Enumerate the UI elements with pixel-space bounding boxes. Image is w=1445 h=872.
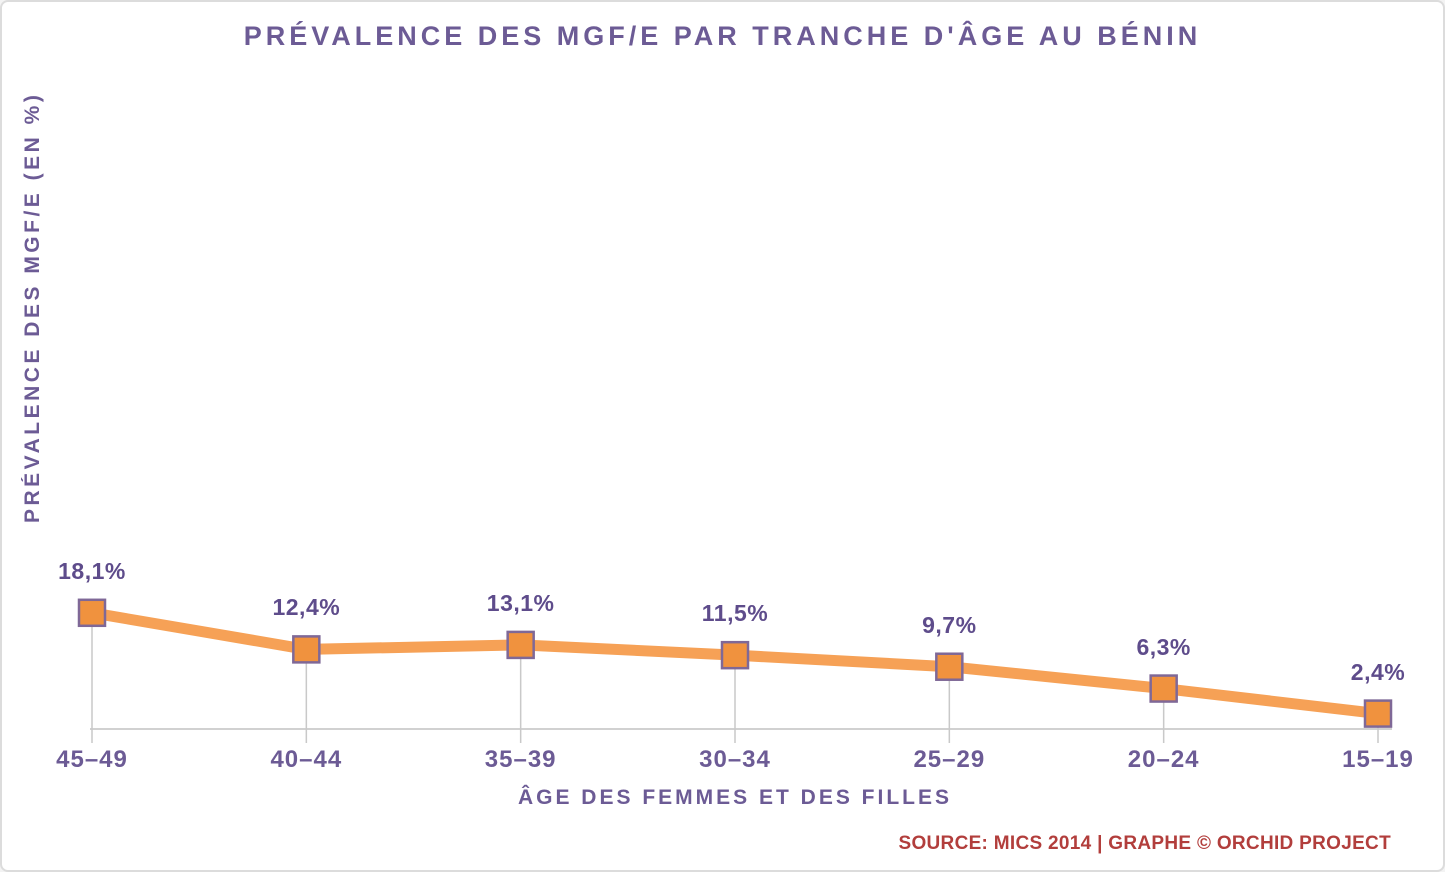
x-tick-label: 25–29 — [913, 746, 986, 773]
source-credit: SOURCE: MICS 2014 | GRAPHE © ORCHID PROJ… — [898, 833, 1391, 854]
data-point-marker — [292, 635, 321, 664]
x-axis-label: ÂGE DES FEMMES ET DES FILLES — [517, 786, 953, 809]
x-tick-label: 45–49 — [56, 746, 128, 773]
data-point-marker — [1363, 699, 1393, 728]
data-point-value-label: 9,7% — [922, 611, 977, 638]
x-tick-label: 20–24 — [1127, 746, 1200, 773]
data-point-value-label: 11,5% — [701, 600, 769, 627]
data-point-value-label: 2,4% — [1350, 658, 1406, 685]
x-tick-label: 15–19 — [1342, 746, 1414, 773]
data-point-marker — [77, 598, 107, 628]
chart-title: PRÉVALENCE DES MGF/E PAR TRANCHE D'ÂGE A… — [243, 21, 1202, 51]
data-point-value-label: 18,1% — [58, 557, 126, 584]
data-point-value-label: 13,1% — [486, 589, 555, 616]
data-point-marker — [935, 652, 964, 681]
data-point-marker — [506, 630, 535, 660]
data-point-value-label: 6,3% — [1136, 633, 1191, 660]
x-tick-label: 30–34 — [699, 746, 771, 773]
x-tick-label: 35–39 — [484, 746, 557, 773]
data-point-marker — [720, 640, 750, 670]
data-point-marker — [1149, 674, 1178, 703]
x-tick-label: 40–44 — [270, 746, 343, 773]
data-point-value-label: 12,4% — [272, 594, 341, 621]
